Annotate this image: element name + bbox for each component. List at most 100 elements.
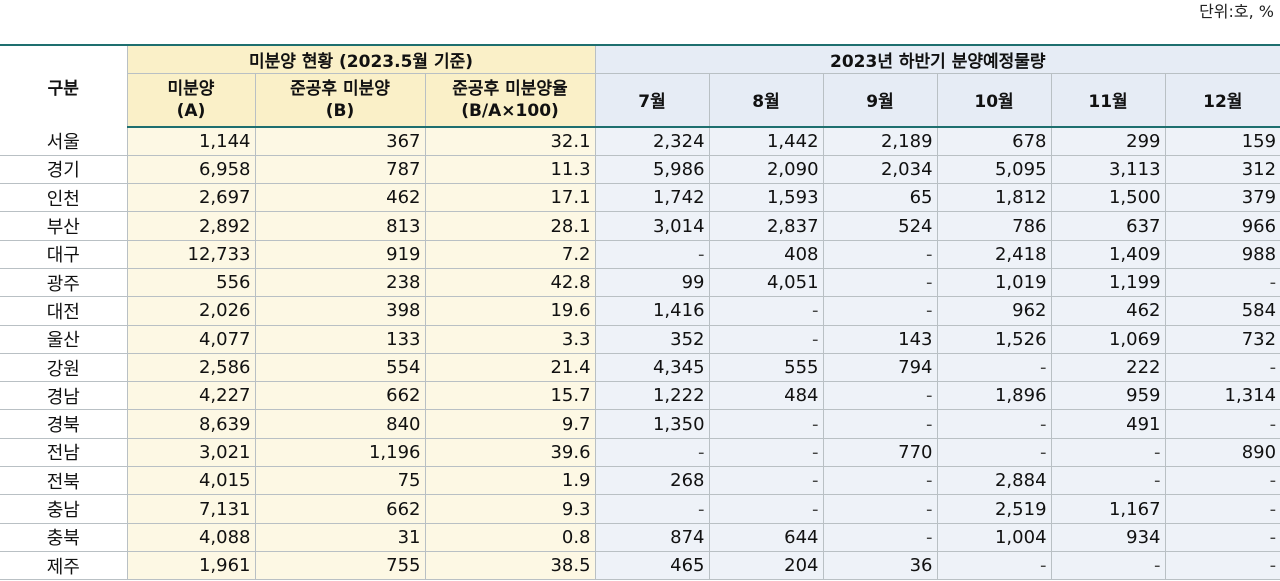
unsold-cell: 1,961 xyxy=(127,551,256,581)
planned-supply-cell: - xyxy=(1165,466,1280,496)
region-cell: 강원 xyxy=(0,353,128,383)
unsold-cell: 8,639 xyxy=(127,409,256,439)
planned-supply-cell: 3,014 xyxy=(595,211,710,241)
post-completion-unsold-cell: 1,196 xyxy=(255,438,426,468)
planned-supply-cell: - xyxy=(937,551,1052,581)
post-completion-rate-cell: 28.1 xyxy=(425,211,596,241)
unsold-cell: 1,144 xyxy=(127,127,256,156)
planned-supply-cell: 299 xyxy=(1051,127,1166,156)
planned-supply-cell: 1,350 xyxy=(595,409,710,439)
post-completion-rate-cell: 19.6 xyxy=(425,296,596,326)
table-row: 경북 8,639 840 9.7 1,350- - -491- xyxy=(0,409,1280,439)
planned-supply-cell: 637 xyxy=(1051,211,1166,241)
planned-supply-cell: 222 xyxy=(1051,353,1166,383)
planned-supply-cell: - xyxy=(1165,494,1280,524)
region-cell: 충남 xyxy=(0,494,128,524)
region-cell: 인천 xyxy=(0,183,128,213)
planned-supply-cell: - xyxy=(823,381,938,411)
header-month-10: 10월 xyxy=(937,73,1052,128)
planned-supply-cell: 159 xyxy=(1165,127,1280,156)
planned-supply-cell: 644 xyxy=(709,523,824,552)
planned-supply-cell: - xyxy=(823,409,938,439)
planned-supply-cell: 2,189 xyxy=(823,127,938,156)
table-row: 울산 4,077 133 3.3 352-143 1,526 1,069 732 xyxy=(0,325,1280,354)
planned-supply-cell: 1,742 xyxy=(595,183,710,213)
planned-supply-cell: - xyxy=(1165,409,1280,439)
header-month-9: 9월 xyxy=(823,73,938,128)
planned-supply-cell: 794 xyxy=(823,353,938,383)
region-cell: 경기 xyxy=(0,155,128,185)
planned-supply-cell: 732 xyxy=(1165,325,1280,354)
post-completion-unsold-cell: 919 xyxy=(255,240,426,269)
post-completion-rate-cell: 3.3 xyxy=(425,325,596,354)
table-row: 대전 2,026 398 19.6 1,416- -962 462 584 xyxy=(0,296,1280,326)
planned-supply-cell: 874 xyxy=(595,523,710,552)
planned-supply-cell: 966 xyxy=(1165,211,1280,241)
planned-supply-cell: 5,986 xyxy=(595,155,710,185)
planned-supply-cell: 2,090 xyxy=(709,155,824,185)
table-row: 경남 4,227 662 15.7 1,222 484-1,896 959 1,314 xyxy=(0,381,1280,411)
planned-supply-cell: - xyxy=(595,494,710,524)
post-completion-rate-cell: 42.8 xyxy=(425,268,596,298)
unsold-cell: 2,026 xyxy=(127,296,256,326)
region-cell: 제주 xyxy=(0,551,128,581)
planned-supply-cell: - xyxy=(937,353,1052,383)
planned-supply-cell: 379 xyxy=(1165,183,1280,213)
planned-supply-cell: - xyxy=(823,296,938,326)
post-completion-unsold-cell: 813 xyxy=(255,211,426,241)
planned-supply-cell: 1,896 xyxy=(937,381,1052,411)
unsold-cell: 6,958 xyxy=(127,155,256,185)
planned-supply-cell: - xyxy=(709,466,824,496)
post-completion-unsold-cell: 840 xyxy=(255,409,426,439)
planned-supply-cell: - xyxy=(823,240,938,269)
planned-supply-cell: 5,095 xyxy=(937,155,1052,185)
planned-supply-cell: 4,345 xyxy=(595,353,710,383)
post-completion-unsold-cell: 554 xyxy=(255,353,426,383)
region-cell: 대전 xyxy=(0,296,128,326)
planned-supply-cell: - xyxy=(1165,353,1280,383)
unsold-cell: 4,015 xyxy=(127,466,256,496)
planned-supply-cell: - xyxy=(1165,268,1280,298)
planned-supply-cell: 890 xyxy=(1165,438,1280,468)
planned-supply-cell: 3,113 xyxy=(1051,155,1166,185)
post-completion-rate-cell: 32.1 xyxy=(425,127,596,156)
unsold-cell: 556 xyxy=(127,268,256,298)
unsold-cell: 12,733 xyxy=(127,240,256,269)
planned-supply-cell: 2,884 xyxy=(937,466,1052,496)
table-header: 구분 미분양 현황 (2023.5월 기준) 2023년 하반기 분양예정물량 … xyxy=(0,45,1280,128)
planned-supply-cell: - xyxy=(709,325,824,354)
planned-supply-cell: 268 xyxy=(595,466,710,496)
region-cell: 대구 xyxy=(0,240,128,269)
planned-supply-cell: 1,416 xyxy=(595,296,710,326)
post-completion-rate-cell: 38.5 xyxy=(425,551,596,581)
table-row: 충북 4,088 31 0.8 874 644-1,004 934- xyxy=(0,523,1280,552)
post-completion-unsold-cell: 367 xyxy=(255,127,426,156)
post-completion-rate-cell: 0.8 xyxy=(425,523,596,552)
post-completion-rate-cell: 15.7 xyxy=(425,381,596,411)
table-row: 제주 1,961 755 38.5 465 204 36- - - xyxy=(0,551,1280,581)
planned-supply-cell: 555 xyxy=(709,353,824,383)
header-month-7: 7월 xyxy=(595,73,710,128)
region-cell: 서울 xyxy=(0,127,128,156)
unsold-cell: 4,088 xyxy=(127,523,256,552)
post-completion-rate-cell: 11.3 xyxy=(425,155,596,185)
region-cell: 경북 xyxy=(0,409,128,439)
planned-supply-cell: 1,593 xyxy=(709,183,824,213)
header-month-11: 11월 xyxy=(1051,73,1166,128)
planned-supply-cell: 65 xyxy=(823,183,938,213)
planned-supply-cell: 1,199 xyxy=(1051,268,1166,298)
header-post-completion-unsold-b: 준공후 미분양 (B) xyxy=(255,73,426,128)
planned-supply-cell: - xyxy=(595,438,710,468)
post-completion-unsold-cell: 398 xyxy=(255,296,426,326)
table-row: 강원 2,586 554 21.4 4,345 555 794-222- xyxy=(0,353,1280,383)
region-cell: 울산 xyxy=(0,325,128,354)
header-unsold-a: 미분양 (A) xyxy=(127,73,256,128)
planned-supply-cell: 1,019 xyxy=(937,268,1052,298)
planned-supply-cell: 352 xyxy=(595,325,710,354)
planned-supply-cell: 770 xyxy=(823,438,938,468)
post-completion-unsold-cell: 133 xyxy=(255,325,426,354)
planned-supply-cell: 1,004 xyxy=(937,523,1052,552)
planned-supply-cell: 204 xyxy=(709,551,824,581)
planned-supply-cell: 99 xyxy=(595,268,710,298)
planned-supply-cell: 959 xyxy=(1051,381,1166,411)
